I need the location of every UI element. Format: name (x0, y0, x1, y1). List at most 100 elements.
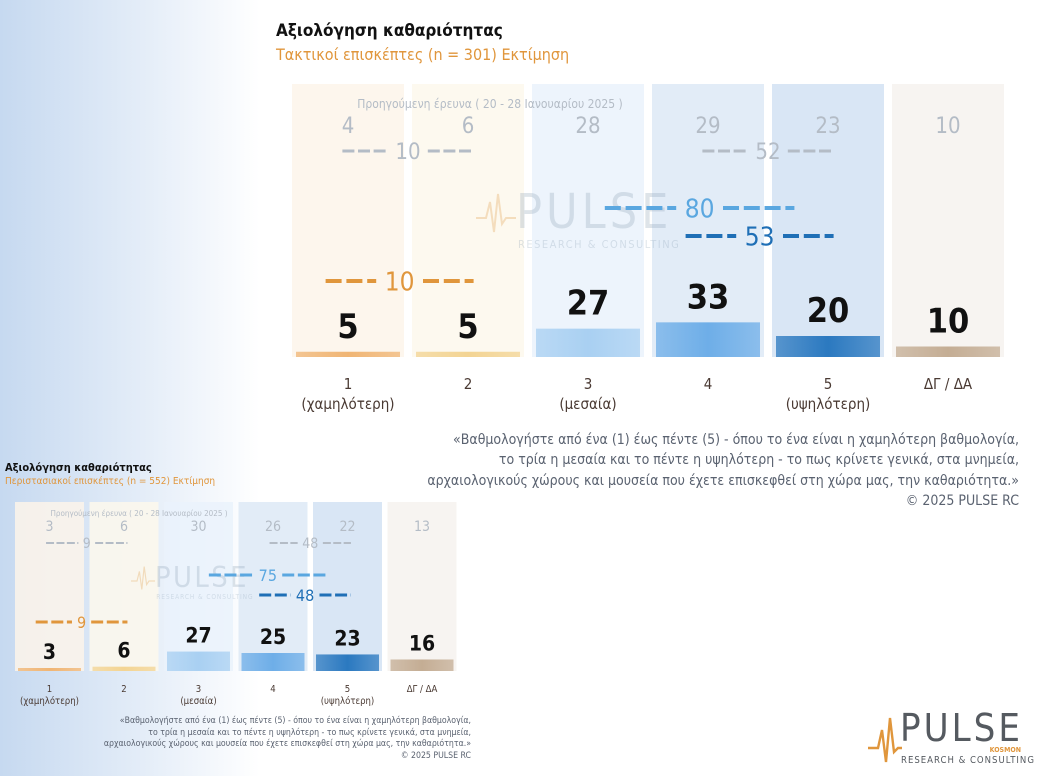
previous-survey-label: Προηγούμενη έρευνα ( 20 - 28 Ιανουαρίου … (51, 508, 228, 518)
previous-value: 13 (414, 519, 430, 535)
bottom-chart-title: Αξιολόγηση καθαριότητας (5, 461, 152, 474)
column-background (652, 84, 764, 357)
bottom-question-note: «Βαθμολογήστε από ένα (1) έως πέντε (5) … (5, 716, 471, 763)
low-sum-value: 9 (77, 613, 86, 632)
bar-value-label: 23 (334, 626, 360, 650)
bar (167, 651, 230, 671)
category-label: 4 (270, 684, 275, 695)
previous-high-sum-value: 48 (302, 536, 318, 552)
previous-value: 23 (815, 114, 840, 139)
watermark-word: PULSE (155, 560, 249, 594)
bar (656, 322, 760, 357)
bar (416, 351, 520, 357)
watermark-tagline: RESEARCH & CONSULTING (518, 238, 680, 251)
category-label: (μεσαία) (180, 696, 216, 707)
watermark-pulse-line (476, 193, 516, 233)
bar-value-label: 5 (337, 307, 358, 347)
column-background (313, 502, 382, 671)
low-sum-value: 10 (385, 267, 415, 297)
column-background (892, 84, 1004, 357)
column-background (532, 84, 644, 357)
previous-value: 6 (120, 519, 128, 535)
top-question-line: «Βαθμολογήστε από ένα (1) έως πέντε (5) … (453, 432, 1019, 448)
category-label: (χαμηλότερη) (301, 395, 394, 413)
category-label: 1 (47, 684, 52, 695)
previous-value: 10 (935, 114, 960, 139)
bar (92, 666, 156, 671)
category-label: ΔΓ / ΔΑ (924, 375, 973, 393)
previous-value: 29 (695, 114, 720, 139)
previous-value: 30 (190, 519, 206, 535)
category-label: 2 (121, 684, 126, 695)
category-label: 4 (704, 375, 713, 393)
top-chart-subtitle: Τακτικοί επισκέπτες (n = 301) Εκτίμηση (276, 45, 570, 64)
bottom-copyright: © 2025 PULSE RC (400, 751, 471, 762)
previous-value: 26 (265, 519, 281, 535)
column-background (15, 502, 84, 671)
bar (776, 336, 880, 357)
bottom-question-line: αρχαιολογικούς χώρους και μουσεία που έχ… (103, 739, 471, 750)
bar-value-label: 27 (567, 284, 610, 324)
category-label: (υψηλότερη) (321, 696, 375, 707)
previous-value: 22 (339, 519, 355, 535)
previous-value: 6 (462, 114, 475, 139)
previous-value: 28 (575, 114, 600, 139)
column-background (412, 84, 524, 357)
bar-value-label: 16 (409, 631, 435, 655)
category-label: (μεσαία) (559, 395, 616, 413)
bar (390, 659, 454, 671)
category-label: (υψηλότερη) (786, 395, 871, 413)
bottom-chart-subtitle: Περιστασιακοί επισκέπτες (n = 552) Εκτίμ… (5, 476, 216, 487)
previous-low-sum-value: 9 (83, 536, 91, 552)
watermark-pulse-line (131, 566, 155, 590)
watermark-tagline: RESEARCH & CONSULTING (156, 593, 253, 601)
bar-value-label: 25 (260, 625, 286, 649)
top-question-note: «Βαθμολογήστε από ένα (1) έως πέντε (5) … (427, 430, 1019, 511)
bar (536, 328, 640, 357)
bar-value-label: 5 (457, 307, 478, 347)
bar-value-label: 20 (807, 291, 850, 331)
previous-high-sum-value: 52 (755, 140, 780, 165)
column-background (772, 84, 884, 357)
logo-tagline: RESEARCH & CONSULTING (901, 755, 1035, 766)
previous-value: 3 (45, 519, 53, 535)
bar (896, 346, 1000, 357)
top-chart-title: Αξιολόγηση καθαριότητας (276, 21, 503, 41)
logo-pulse-line (868, 717, 902, 763)
high-sum-345-value: 80 (685, 194, 715, 224)
category-label: 1 (344, 375, 353, 393)
category-label: (χαμηλότερη) (20, 696, 79, 707)
bottom-question-line: το τρία η μεσαία και το πέντε η υψηλότερ… (148, 727, 471, 738)
bar-value-label: 3 (43, 640, 56, 664)
top-question-line: το τρία η μεσαία και το πέντε η υψηλότερ… (498, 452, 1019, 469)
previous-survey-label: Προηγούμενη έρευνα ( 20 - 28 Ιανουαρίου … (357, 97, 623, 111)
column-background (164, 502, 233, 671)
bar-value-label: 6 (117, 639, 130, 663)
top-question-line: αρχαιολογικούς χώρους και μουσεία που έχ… (427, 472, 1019, 489)
bar (316, 654, 379, 671)
watermark-word: PULSE (516, 184, 672, 240)
high-sum-45-value: 48 (296, 586, 314, 605)
previous-low-sum-value: 10 (395, 140, 420, 165)
logo-word: PULSE (900, 706, 1023, 750)
category-label: 2 (464, 375, 473, 393)
bar-value-label: 27 (185, 624, 211, 648)
top-copyright: © 2025 PULSE RC (905, 492, 1019, 509)
column-background (292, 84, 404, 357)
category-label: 3 (584, 375, 593, 393)
bar-value-label: 33 (687, 277, 730, 317)
bar (296, 351, 400, 357)
column-background (89, 502, 159, 671)
high-sum-45-value: 53 (745, 222, 775, 252)
bar (241, 653, 305, 671)
category-label: 5 (824, 375, 833, 393)
logo-small-text: KOSMON (990, 746, 1021, 754)
category-label: ΔΓ / ΔΑ (407, 684, 438, 695)
category-label: 3 (196, 684, 201, 695)
previous-value: 4 (342, 114, 355, 139)
